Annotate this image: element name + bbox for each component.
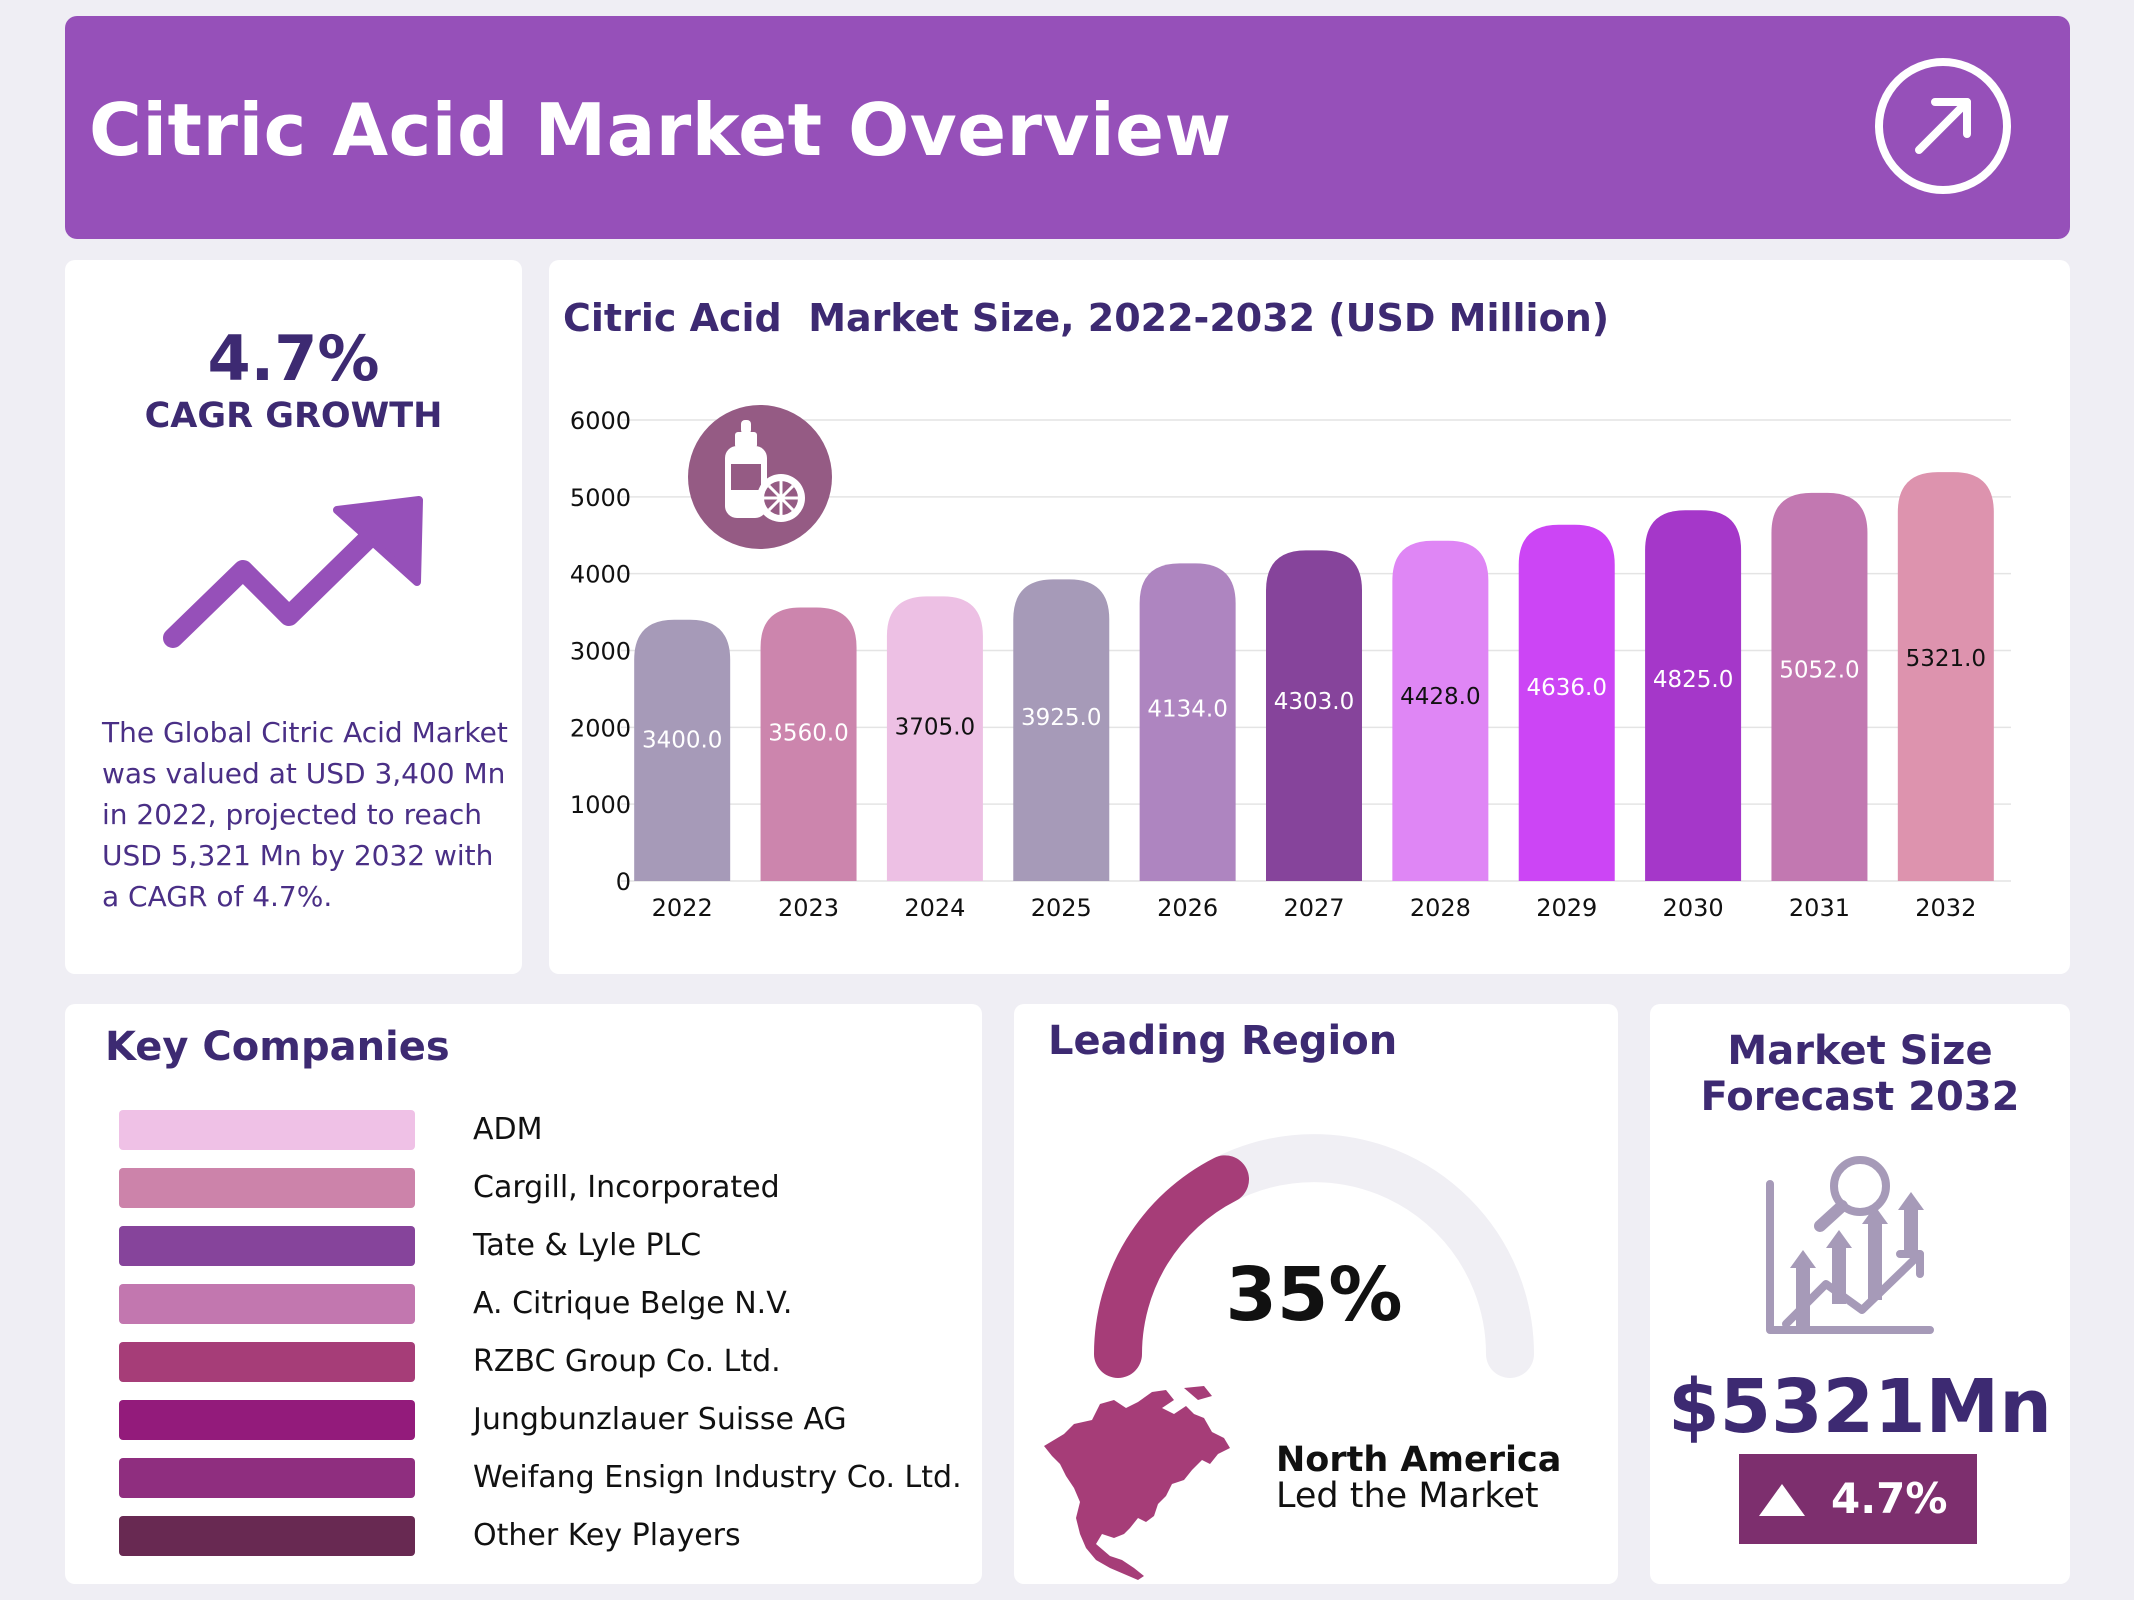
region-subtitle: Led the Market (1276, 1476, 1539, 1516)
bar-2029 (1518, 524, 1615, 881)
company-name: A. Citrique Belge N.V. (473, 1286, 793, 1321)
forecast-title: Market Size Forecast 2032 (1700, 1028, 2020, 1120)
x-tick-label: 2030 (1663, 894, 1724, 922)
header-banner: Citric Acid Market Overview (65, 16, 2070, 239)
company-name: Jungbunzlauer Suisse AG (473, 1402, 847, 1437)
growth-badge: 4.7% (1739, 1454, 1977, 1544)
y-tick-label: 3000 (570, 638, 631, 666)
cagr-card: 4.7% CAGR GROWTH The Global Citric Acid … (65, 260, 522, 974)
bar-2023 (760, 607, 857, 881)
arrow-up-right-circle-icon (1875, 58, 2011, 194)
citric-acid-bottle-icon (688, 405, 832, 549)
company-name: ADM (473, 1112, 543, 1147)
region-title: Leading Region (1048, 1018, 1398, 1064)
cagr-value: 4.7% (207, 322, 380, 395)
bar-2025 (1013, 579, 1110, 881)
x-tick-label: 2029 (1536, 894, 1597, 922)
company-name: RZBC Group Co. Ltd. (473, 1344, 781, 1379)
gauge-fill (1094, 1155, 1250, 1378)
y-tick-label: 4000 (570, 561, 631, 589)
bar-2026 (1139, 563, 1236, 881)
data-label: 4636.0 (1526, 675, 1606, 701)
region-name: North America (1276, 1440, 1562, 1480)
company-swatch (119, 1400, 415, 1440)
y-tick-label: 6000 (570, 407, 631, 435)
bar-2028 (1392, 540, 1489, 881)
company-swatch (119, 1516, 415, 1556)
data-label: 4825.0 (1653, 667, 1733, 693)
data-label: 4303.0 (1274, 689, 1354, 715)
x-tick-label: 2024 (904, 894, 965, 922)
x-tick-label: 2026 (1157, 894, 1218, 922)
north-america-map-icon (1044, 1386, 1230, 1580)
cagr-label: CAGR GROWTH (144, 396, 443, 436)
growth-chart-magnifier-icon (1766, 1156, 1934, 1334)
chart-title: Citric Acid Market Size, 2022-2032 (USD … (563, 296, 1610, 340)
growth-badge-value: 4.7% (1831, 1474, 1948, 1523)
page-title: Citric Acid Market Overview (89, 88, 1232, 172)
trend-up-icon (163, 496, 423, 648)
bar-2022 (634, 619, 731, 881)
data-label: 4134.0 (1147, 696, 1227, 722)
x-tick-label: 2031 (1789, 894, 1850, 922)
company-name: Cargill, Incorporated (473, 1170, 780, 1205)
company-swatch (119, 1284, 415, 1324)
data-label: 3925.0 (1021, 705, 1101, 731)
companies-title: Key Companies (105, 1024, 450, 1070)
company-name: Weifang Ensign Industry Co. Ltd. (473, 1460, 962, 1495)
market-size-chart-card: Citric Acid Market Size, 2022-2032 (USD … (549, 260, 2070, 974)
bar-2024 (886, 596, 983, 881)
data-label: 3400.0 (642, 727, 722, 753)
forecast-value: $5321Mn (1668, 1364, 2052, 1450)
y-tick-label: 1000 (570, 791, 631, 819)
x-tick-label: 2023 (778, 894, 839, 922)
region-share-gauge (1094, 1134, 1534, 1378)
forecast-card: Market Size Forecast 2032 $5321Mn 4.7% (1650, 1004, 2070, 1584)
data-label: 5052.0 (1779, 658, 1859, 684)
y-tick-label: 5000 (570, 484, 631, 512)
bar-2030 (1645, 510, 1742, 881)
company-name: Tate & Lyle PLC (473, 1228, 702, 1263)
company-swatch (119, 1458, 415, 1498)
bar-2032 (1897, 472, 1994, 881)
key-companies-card: Key Companies ADM Cargill, Incorporated Ta… (65, 1004, 982, 1584)
data-label: 3560.0 (768, 721, 848, 747)
company-swatch (119, 1168, 415, 1208)
company-swatch (119, 1110, 415, 1150)
data-label: 3705.0 (895, 714, 975, 740)
y-tick-label: 2000 (570, 714, 631, 742)
x-tick-label: 2032 (1915, 894, 1976, 922)
company-name: Other Key Players (473, 1518, 741, 1553)
y-tick-label: 0 (616, 868, 631, 896)
company-swatch (119, 1342, 415, 1382)
bar-2027 (1266, 550, 1362, 881)
x-tick-label: 2028 (1410, 894, 1471, 922)
x-tick-label: 2025 (1031, 894, 1092, 922)
x-tick-label: 2022 (652, 894, 713, 922)
region-share-value: 35% (1225, 1252, 1403, 1338)
x-tick-label: 2027 (1283, 894, 1344, 922)
company-swatch (119, 1226, 415, 1266)
bar-chart: 0 1000 2000 3000 4000 5000 6000 3400.0 2022 3560.… (570, 405, 2011, 922)
bar-2031 (1771, 492, 1868, 881)
triangle-up-icon (1759, 1484, 1805, 1516)
cagr-description: The Global Citric Acid Market was valued… (102, 716, 508, 913)
data-label: 4428.0 (1400, 684, 1480, 710)
data-label: 5321.0 (1906, 646, 1986, 672)
leading-region-card: Leading Region 35% North America Led the… (1014, 1004, 1618, 1584)
